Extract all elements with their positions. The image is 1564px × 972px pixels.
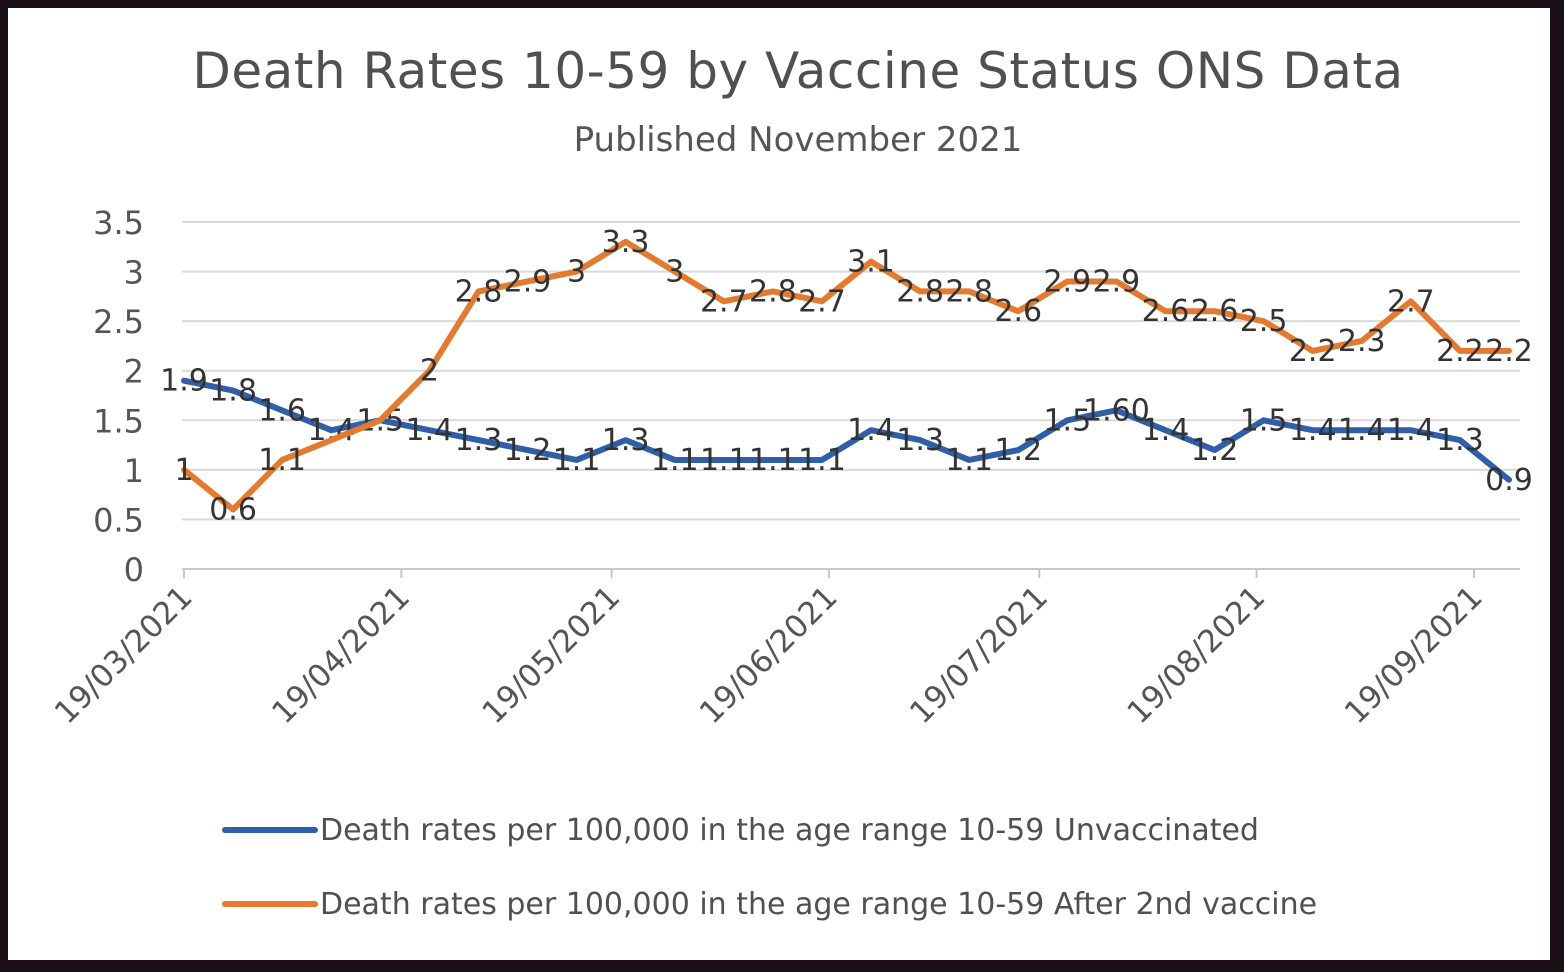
data-label: 2 [420, 354, 439, 389]
x-tick-label: 19/09/2021 [1338, 579, 1490, 731]
data-label: 1.5 [1240, 403, 1288, 438]
data-label: 1.2 [504, 433, 552, 468]
data-label: 2.7 [798, 284, 846, 319]
data-label: 2.8 [896, 274, 944, 309]
x-tick-label: 19/07/2021 [903, 579, 1055, 731]
data-label: 1.1 [258, 443, 306, 478]
data-label: 1.4 [1338, 413, 1386, 448]
data-label: 1.1 [700, 443, 748, 478]
legend-swatch-after-2nd-vaccine [222, 901, 318, 907]
series-line-1 [181, 238, 1512, 513]
y-tick-label: 1 [124, 452, 144, 490]
data-label: 2.6 [1142, 294, 1190, 329]
data-label: 1.1 [749, 443, 797, 478]
data-label: 3 [665, 255, 684, 290]
legend-label-unvaccinated: Death rates per 100,000 in the age range… [320, 812, 1259, 848]
data-label: 2.2 [1436, 334, 1484, 369]
series-line-0 [181, 377, 1512, 483]
data-label: 2.9 [504, 264, 552, 299]
data-label: 1.5 [1043, 403, 1091, 438]
data-label: 1.1 [945, 443, 993, 478]
y-tick-label: 3 [124, 254, 144, 292]
y-tick-label: 1.5 [93, 402, 144, 440]
data-label: 1.9 [160, 364, 208, 399]
y-tick-label: 0.5 [93, 501, 144, 539]
data-label: 1.2 [994, 433, 1042, 468]
x-tick-label: 19/04/2021 [265, 579, 417, 731]
data-label: 1.1 [798, 443, 846, 478]
data-label: 2.7 [700, 284, 748, 319]
data-label: 2.5 [1240, 304, 1288, 339]
data-label: 2.9 [1093, 264, 1141, 299]
y-tick-label: 3.5 [93, 204, 144, 242]
chart-title: Death Rates 10-59 by Vaccine Status ONS … [192, 42, 1404, 100]
data-label: 3 [567, 255, 586, 290]
x-tick-label: 19/03/2021 [48, 579, 200, 731]
data-label: 1.4 [1142, 413, 1190, 448]
data-label: 2.6 [1191, 294, 1239, 329]
data-label: 2.6 [994, 294, 1042, 329]
data-label: 1.4 [1289, 413, 1337, 448]
x-tick-label: 19/05/2021 [475, 579, 627, 731]
data-label: 1.3 [896, 423, 944, 458]
y-tick-label: 0 [124, 551, 144, 589]
data-label: 1.8 [209, 374, 257, 409]
chart-frame [8, 8, 1550, 960]
data-label: 1.3 [602, 423, 650, 458]
y-tick-label: 2.5 [93, 303, 144, 341]
data-label: 1.1 [553, 443, 601, 478]
y-tick-label: 2 [124, 353, 144, 391]
data-label: 2.9 [1043, 264, 1091, 299]
data-label: 3.1 [847, 245, 895, 280]
data-label: 1.4 [406, 413, 454, 448]
data-label: 2.2 [1289, 334, 1337, 369]
data-label: 1.1 [651, 443, 699, 478]
legend-swatch-unvaccinated [222, 827, 318, 833]
legend-label-after-2nd-vaccine: Death rates per 100,000 in the age range… [320, 886, 1318, 922]
legend-item-after-2nd-vaccine: Death rates per 100,000 in the age range… [222, 884, 1317, 924]
data-label: 2.8 [455, 274, 503, 309]
data-label: 1.3 [455, 423, 503, 458]
data-label: 1.2 [1191, 433, 1239, 468]
data-label: 2.2 [1485, 334, 1533, 369]
data-label: 1.4 [847, 413, 895, 448]
data-label: 2.3 [1338, 324, 1386, 359]
data-label: 2.8 [749, 274, 797, 309]
x-tick-label: 19/08/2021 [1120, 579, 1272, 731]
data-label: 2.7 [1387, 284, 1435, 319]
data-label: 0.6 [209, 493, 257, 528]
data-label: 1.60 [1083, 393, 1150, 428]
data-label: 1 [174, 453, 193, 488]
data-label: 1.4 [1387, 413, 1435, 448]
data-label: 1.3 [1436, 423, 1484, 458]
data-label: 1.6 [258, 393, 306, 428]
data-label: 3.3 [602, 225, 650, 260]
data-label: 0.9 [1485, 463, 1533, 498]
chart-subtitle: Published November 2021 [573, 120, 1023, 160]
x-tick-label: 19/06/2021 [693, 579, 845, 731]
legend-item-unvaccinated: Death rates per 100,000 in the age range… [222, 810, 1259, 850]
data-label: 2.8 [945, 274, 993, 309]
